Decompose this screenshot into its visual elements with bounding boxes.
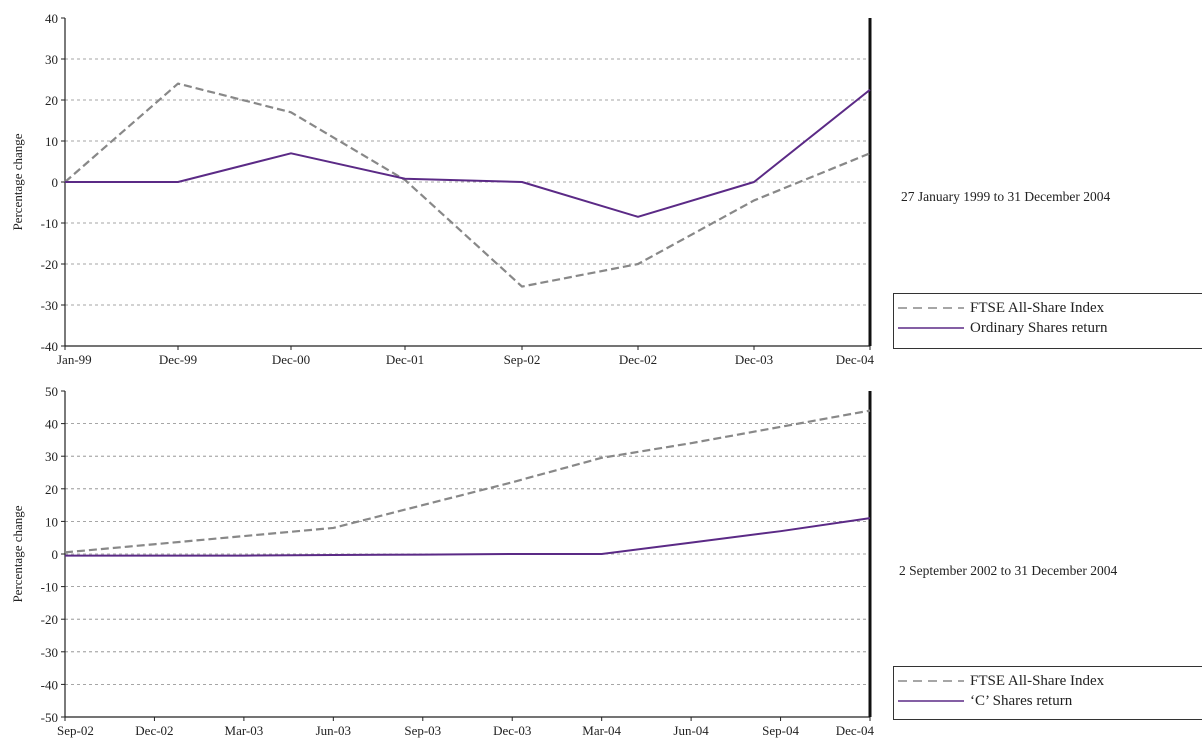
x-tick-label: Dec-01 bbox=[386, 352, 424, 367]
legend-item-c-shares: ‘C’ Shares return bbox=[894, 691, 1202, 711]
y-tick-label: 10 bbox=[45, 514, 58, 529]
shares-return-line bbox=[65, 88, 871, 218]
y-tick-label: 40 bbox=[45, 417, 58, 432]
x-tick-label: Dec-04 bbox=[836, 723, 875, 738]
y-tick-label: -50 bbox=[41, 710, 58, 725]
y-tick-label: 40 bbox=[45, 11, 58, 26]
y-tick-label: -20 bbox=[41, 612, 58, 627]
shares-return-line bbox=[65, 517, 871, 557]
chart2-legend: FTSE All-Share Index ‘C’ Shares return bbox=[893, 666, 1202, 720]
y-tick-label: 20 bbox=[45, 93, 58, 108]
y-tick-label: -10 bbox=[41, 580, 58, 595]
y-tick-label: 0 bbox=[52, 547, 59, 562]
x-tick-label: Mar-03 bbox=[225, 723, 264, 738]
y-tick-label: -10 bbox=[41, 216, 58, 231]
ftse-index-line bbox=[64, 82, 871, 288]
chart2-period-label: 2 September 2002 to 31 December 2004 bbox=[899, 563, 1118, 578]
x-tick-label: Sep-04 bbox=[762, 723, 799, 738]
legend-item-ftse: FTSE All-Share Index bbox=[894, 671, 1202, 691]
y-tick-label: -40 bbox=[41, 339, 58, 354]
chart1-period-label: 27 January 1999 to 31 December 2004 bbox=[901, 189, 1111, 204]
legend-item-ftse: FTSE All-Share Index bbox=[894, 298, 1202, 318]
x-tick-label: Dec-04 bbox=[836, 352, 875, 367]
y-tick-label: -40 bbox=[41, 677, 58, 692]
x-tick-label: Jun-03 bbox=[316, 723, 351, 738]
y-tick-label: -20 bbox=[41, 257, 58, 272]
x-tick-label: Dec-02 bbox=[135, 723, 173, 738]
y-tick-label: 10 bbox=[45, 134, 58, 149]
solid-line-swatch bbox=[894, 696, 966, 706]
dashed-line-swatch bbox=[894, 676, 966, 686]
y-axis-title: Percentage change bbox=[10, 505, 25, 602]
x-tick-label: Sep-02 bbox=[504, 352, 541, 367]
chart1-legend: FTSE All-Share Index Ordinary Shares ret… bbox=[893, 293, 1202, 349]
y-tick-label: 20 bbox=[45, 482, 58, 497]
y-tick-label: 50 bbox=[45, 384, 58, 399]
x-tick-label: Dec-03 bbox=[493, 723, 531, 738]
dashed-line-swatch bbox=[894, 303, 966, 313]
x-tick-label: Mar-04 bbox=[582, 723, 621, 738]
legend-label: ‘C’ Shares return bbox=[970, 692, 1073, 709]
y-tick-label: -30 bbox=[41, 645, 58, 660]
x-tick-label: Sep-02 bbox=[57, 723, 94, 738]
legend-label: FTSE All-Share Index bbox=[970, 672, 1105, 689]
y-tick-label: -30 bbox=[41, 298, 58, 313]
y-tick-label: 30 bbox=[45, 52, 58, 67]
x-tick-label: Dec-00 bbox=[272, 352, 310, 367]
solid-line-swatch bbox=[894, 323, 966, 333]
y-axis-title: Percentage change bbox=[10, 133, 25, 230]
x-tick-label: Dec-02 bbox=[619, 352, 657, 367]
y-tick-label: 30 bbox=[45, 449, 58, 464]
ftse-index-line bbox=[64, 409, 871, 554]
x-tick-label: Jun-04 bbox=[673, 723, 709, 738]
x-tick-label: Sep-03 bbox=[404, 723, 441, 738]
x-tick-label: Dec-03 bbox=[735, 352, 773, 367]
legend-item-ordinary: Ordinary Shares return bbox=[894, 318, 1202, 338]
legend-label: FTSE All-Share Index bbox=[970, 299, 1105, 316]
x-tick-label: Jan-99 bbox=[57, 352, 92, 367]
legend-label: Ordinary Shares return bbox=[970, 319, 1108, 336]
x-tick-label: Dec-99 bbox=[159, 352, 197, 367]
y-tick-label: 0 bbox=[52, 175, 59, 190]
